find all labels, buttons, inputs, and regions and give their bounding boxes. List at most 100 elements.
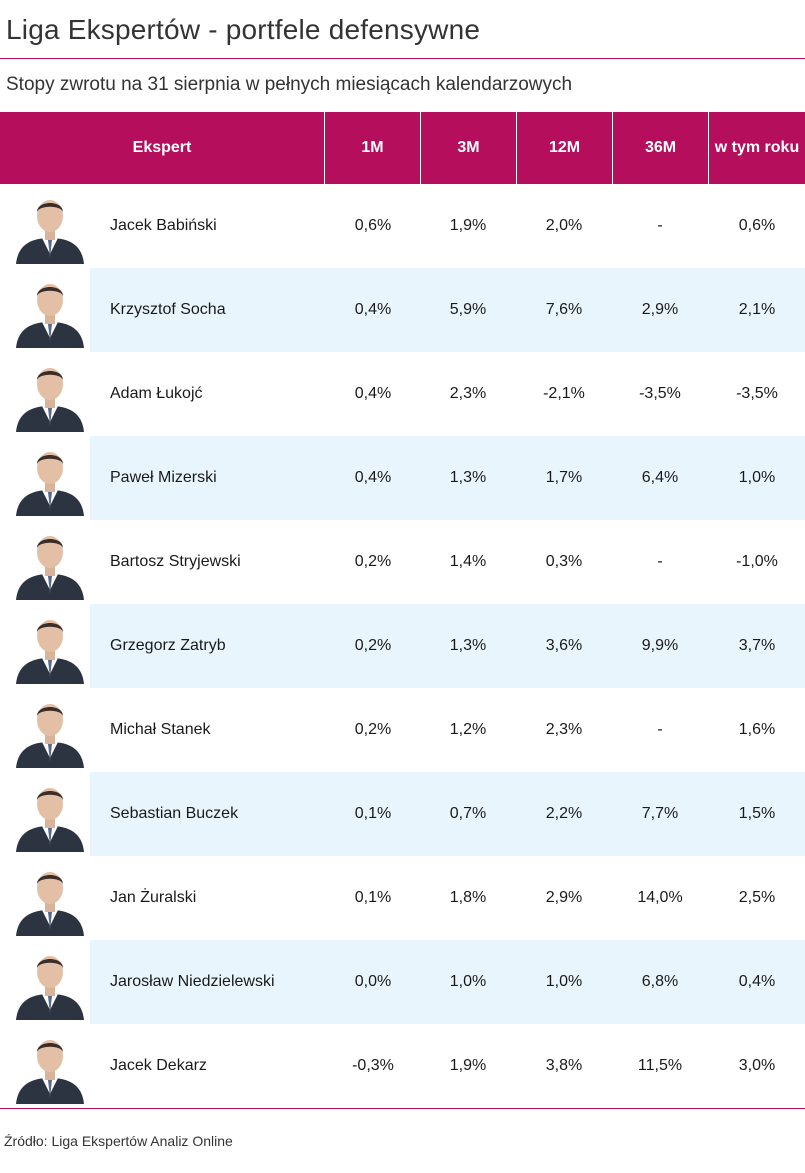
column-header-3m: 3M xyxy=(421,112,516,184)
expert-photo xyxy=(12,776,88,852)
value-36m: -3,5% xyxy=(639,385,681,402)
value-3m: 1,9% xyxy=(449,1057,487,1074)
value-1m: 0,0% xyxy=(354,973,392,990)
value-1m: 0,2% xyxy=(354,721,392,738)
expert-photo xyxy=(12,188,88,264)
value-3m: 5,9% xyxy=(449,301,487,318)
value-12m: 0,3% xyxy=(545,553,583,570)
value-3m: 1,0% xyxy=(449,973,487,990)
returns-table: Ekspert 1M 3M 12M 36M w tym roku Jacek B… xyxy=(0,112,805,1108)
value-12m: 7,6% xyxy=(545,301,583,318)
column-header-ytd: w tym roku xyxy=(709,112,805,184)
value-12m: -2,1% xyxy=(543,385,585,402)
expert-name: Sebastian Buczek xyxy=(110,805,239,822)
value-3m: 1,2% xyxy=(449,721,487,738)
row-background xyxy=(90,268,805,352)
expert-photo xyxy=(12,944,88,1020)
value-1m: 0,4% xyxy=(354,385,392,402)
value-12m: 2,9% xyxy=(545,889,583,906)
column-header-12m: 12M xyxy=(517,112,612,184)
value-12m: 2,0% xyxy=(545,217,583,234)
value-36m: - xyxy=(657,721,663,738)
table-row: Krzysztof Socha 0,4% 5,9% 7,6% 2,9% 2,1% xyxy=(0,268,805,352)
value-ytd: 3,7% xyxy=(738,637,776,654)
value-36m: 7,7% xyxy=(641,805,679,822)
row-background xyxy=(90,604,805,688)
title-divider xyxy=(0,58,805,59)
value-ytd: 1,5% xyxy=(738,805,776,822)
expert-photo xyxy=(12,272,88,348)
value-3m: 0,7% xyxy=(449,805,487,822)
expert-name: Adam Łukojć xyxy=(110,385,203,402)
table-row: Jarosław Niedzielewski 0,0% 1,0% 1,0% 6,8% 0,… xyxy=(0,940,805,1024)
table-row: Jacek Dekarz -0,3% 1,9% 3,8% 11,5% 3,0% xyxy=(0,1024,805,1108)
row-background xyxy=(90,436,805,520)
value-ytd: -3,5% xyxy=(736,385,778,402)
expert-name: Bartosz Stryjewski xyxy=(110,553,241,570)
value-3m: 1,3% xyxy=(449,469,487,486)
expert-name: Krzysztof Socha xyxy=(110,301,226,318)
expert-photo xyxy=(12,860,88,936)
expert-photo xyxy=(12,608,88,684)
page-title: Liga Ekspertów - portfele defensywne xyxy=(6,14,481,45)
value-ytd: 0,6% xyxy=(738,217,776,234)
value-36m: 6,8% xyxy=(641,973,679,990)
expert-name: Michał Stanek xyxy=(110,721,211,738)
expert-name: Grzegorz Zatryb xyxy=(110,637,226,654)
value-12m: 3,8% xyxy=(545,1057,583,1074)
value-36m: 11,5% xyxy=(637,1057,683,1074)
footer-divider xyxy=(0,1108,805,1109)
value-12m: 2,3% xyxy=(545,721,583,738)
row-background xyxy=(90,940,805,1024)
column-header-ekspert: Ekspert xyxy=(0,112,324,184)
value-3m: 1,4% xyxy=(449,553,487,570)
table-header: Ekspert 1M 3M 12M 36M w tym roku xyxy=(0,112,805,184)
page-subtitle: Stopy zwrotu na 31 sierpnia w pełnych mi… xyxy=(6,74,573,95)
value-36m: 6,4% xyxy=(641,469,679,486)
expert-name: Jarosław Niedzielewski xyxy=(110,973,275,990)
value-3m: 1,3% xyxy=(449,637,487,654)
table-row: Bartosz Stryjewski 0,2% 1,4% 0,3% - -1,0% xyxy=(0,520,805,604)
value-ytd: 0,4% xyxy=(738,973,776,990)
table-row: Paweł Mizerski 0,4% 1,3% 1,7% 6,4% 1,0% xyxy=(0,436,805,520)
expert-photo xyxy=(12,524,88,600)
value-1m: 0,4% xyxy=(354,469,392,486)
table-row: Jacek Babiński 0,6% 1,9% 2,0% - 0,6% xyxy=(0,184,805,268)
expert-name: Jacek Dekarz xyxy=(110,1057,207,1074)
value-1m: 0,2% xyxy=(354,553,392,570)
value-ytd: -1,0% xyxy=(736,553,778,570)
value-ytd: 3,0% xyxy=(738,1057,776,1074)
value-12m: 2,2% xyxy=(545,805,583,822)
source-note: Źródło: Liga Ekspertów Analiz Online xyxy=(4,1133,233,1149)
column-header-1m: 1M xyxy=(325,112,420,184)
value-36m: 9,9% xyxy=(641,637,679,654)
value-1m: 0,6% xyxy=(354,217,392,234)
value-1m: 0,1% xyxy=(354,889,392,906)
table-row: Grzegorz Zatryb 0,2% 1,3% 3,6% 9,9% 3,7% xyxy=(0,604,805,688)
expert-name: Jan Żuralski xyxy=(110,889,197,906)
value-ytd: 2,1% xyxy=(738,301,776,318)
value-36m: - xyxy=(657,553,663,570)
value-36m: 2,9% xyxy=(641,301,679,318)
table-row: Sebastian Buczek 0,1% 0,7% 2,2% 7,7% 1,5% xyxy=(0,772,805,856)
value-3m: 1,9% xyxy=(449,217,487,234)
table-body: Jacek Babiński 0,6% 1,9% 2,0% - 0,6% Krzysztof… xyxy=(0,184,805,1108)
value-1m: 0,1% xyxy=(354,805,392,822)
column-header-36m: 36M xyxy=(613,112,708,184)
expert-name: Jacek Babiński xyxy=(110,217,217,234)
value-1m: 0,2% xyxy=(354,637,392,654)
value-1m: 0,4% xyxy=(354,301,392,318)
table-row: Jan Żuralski 0,1% 1,8% 2,9% 14,0% 2,5% xyxy=(0,856,805,940)
expert-photo xyxy=(12,356,88,432)
value-1m: -0,3% xyxy=(352,1057,394,1074)
row-background xyxy=(90,772,805,856)
value-3m: 2,3% xyxy=(449,385,487,402)
expert-name: Paweł Mizerski xyxy=(110,469,217,486)
value-12m: 1,0% xyxy=(545,973,583,990)
table-row: Michał Stanek 0,2% 1,2% 2,3% - 1,6% xyxy=(0,688,805,772)
expert-photo xyxy=(12,692,88,768)
value-ytd: 2,5% xyxy=(738,889,776,906)
value-ytd: 1,0% xyxy=(738,469,776,486)
value-ytd: 1,6% xyxy=(738,721,776,738)
table-row: Adam Łukojć 0,4% 2,3% -2,1% -3,5% -3,5% xyxy=(0,352,805,436)
